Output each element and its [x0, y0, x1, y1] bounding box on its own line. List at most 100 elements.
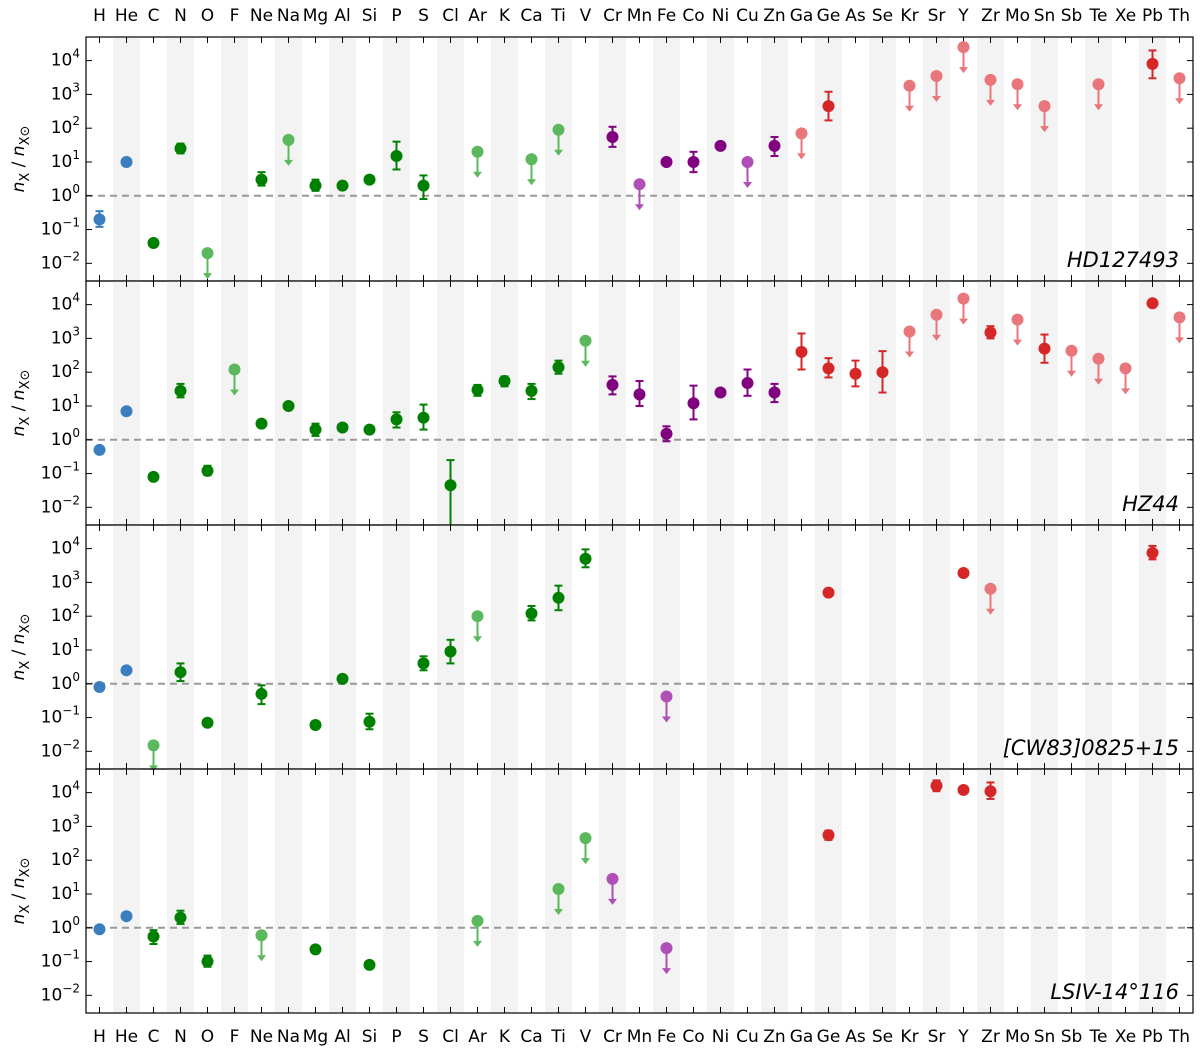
- abundance-point-v: [579, 334, 592, 347]
- abundance-point-mg: [309, 423, 322, 436]
- upper-limit-arrowhead: [554, 149, 563, 156]
- element-label-bottom: Mo: [1005, 1027, 1030, 1047]
- abundance-point-h: [93, 213, 106, 226]
- abundance-point-xe: [1119, 362, 1132, 375]
- abundance-point-y: [957, 41, 970, 54]
- abundance-point-cu: [741, 376, 754, 389]
- element-stripe: [761, 37, 788, 281]
- element-label-top: Cl: [442, 6, 459, 26]
- y-tick-label: 101: [51, 148, 80, 172]
- abundance-point-te: [1092, 352, 1105, 365]
- element-label-bottom: S: [418, 1027, 429, 1047]
- y-tick-label: 104: [51, 779, 80, 803]
- abundance-point-ti: [552, 883, 565, 896]
- abundance-point-co: [687, 155, 700, 168]
- abundance-point-fe: [660, 942, 673, 955]
- element-label-bottom: H: [93, 1027, 106, 1047]
- element-label-top: Cr: [603, 6, 622, 26]
- element-stripe: [1085, 37, 1112, 281]
- abundance-point-s: [417, 179, 430, 192]
- abundance-point-ti: [552, 361, 565, 374]
- abundance-point-ne: [255, 929, 268, 942]
- element-label-bottom: Zn: [763, 1027, 785, 1047]
- upper-limit-arrowhead: [662, 716, 671, 723]
- element-label-bottom: Y: [957, 1027, 969, 1047]
- element-stripe: [167, 525, 194, 769]
- upper-limit-arrowhead: [230, 389, 239, 396]
- element-label-top: Sr: [928, 6, 946, 26]
- element-label-top: Al: [334, 6, 350, 26]
- element-stripe: [1085, 525, 1112, 769]
- element-label-top: Na: [277, 6, 300, 26]
- element-stripe: [977, 37, 1004, 281]
- abundance-point-mn: [633, 178, 646, 191]
- abundance-point-p: [390, 413, 403, 426]
- abundance-point-c: [147, 739, 160, 752]
- element-label-bottom: Cr: [603, 1027, 622, 1047]
- upper-limit-arrowhead: [905, 351, 914, 358]
- element-stripe: [923, 525, 950, 769]
- abundance-point-zr: [984, 582, 997, 595]
- abundance-point-o: [201, 464, 214, 477]
- abundance-point-sn: [1038, 342, 1051, 355]
- abundance-point-y: [957, 783, 970, 796]
- element-label-bottom: Sb: [1061, 1027, 1083, 1047]
- abundance-point-mo: [1011, 78, 1024, 91]
- element-stripe: [545, 525, 572, 769]
- element-label-top: Mn: [627, 6, 652, 26]
- element-label-bottom: Cl: [442, 1027, 459, 1047]
- abundance-point-ne: [255, 687, 268, 700]
- y-tick-label: 104: [51, 535, 80, 559]
- y-tick-label: 10−2: [41, 249, 80, 273]
- panel-frame: [85, 768, 1194, 1014]
- element-label-bottom: Al: [334, 1027, 350, 1047]
- element-stripe: [1031, 769, 1058, 1013]
- element-stripe: [1031, 525, 1058, 769]
- element-stripe: [1085, 281, 1112, 525]
- abundance-point-th: [1173, 311, 1186, 324]
- abundance-point-ti: [552, 591, 565, 604]
- element-stripe: [167, 37, 194, 281]
- abundance-point-c: [147, 930, 160, 943]
- element-stripe: [869, 769, 896, 1013]
- element-label-bottom: Ni: [712, 1027, 729, 1047]
- panel-frame: [85, 524, 1194, 770]
- element-label-bottom: V: [580, 1027, 592, 1047]
- element-stripe: [491, 281, 518, 525]
- abundance-point-mn: [633, 388, 646, 401]
- element-label-top: Ni: [712, 6, 729, 26]
- element-label-top: P: [391, 6, 401, 26]
- element-stripe: [815, 281, 842, 525]
- abundance-point-y: [957, 566, 970, 579]
- element-label-top: H: [93, 6, 106, 26]
- upper-limit-arrowhead: [581, 360, 590, 367]
- element-stripe: [113, 281, 140, 525]
- abundance-point-h: [93, 443, 106, 456]
- upper-limit-arrowhead: [257, 955, 266, 962]
- abundance-point-ca: [525, 153, 538, 166]
- element-stripe: [1139, 769, 1166, 1013]
- upper-limit-arrowhead: [635, 204, 644, 211]
- abundance-point-mo: [1011, 313, 1024, 326]
- upper-limit-arrowhead: [554, 909, 563, 916]
- element-stripe: [707, 769, 734, 1013]
- element-label-bottom: Pb: [1142, 1027, 1163, 1047]
- element-label-bottom: Ne: [250, 1027, 273, 1047]
- abundance-point-te: [1092, 78, 1105, 91]
- y-tick-label: 100: [51, 670, 80, 694]
- abundance-point-ga: [795, 127, 808, 140]
- abundance-point-ar: [471, 383, 484, 396]
- element-stripe: [761, 769, 788, 1013]
- element-stripe: [707, 37, 734, 281]
- upper-limit-arrowhead: [1094, 104, 1103, 111]
- element-label-top: As: [845, 6, 866, 26]
- element-label-top: F: [230, 6, 240, 26]
- y-tick-label: 101: [51, 880, 80, 904]
- element-label-bottom: K: [499, 1027, 511, 1047]
- element-label-top: Ga: [790, 6, 814, 26]
- element-label-bottom: Te: [1089, 1027, 1108, 1047]
- element-stripe: [599, 525, 626, 769]
- element-label-top: Ne: [250, 6, 273, 26]
- abundance-point-ne: [255, 417, 268, 430]
- abundance-point-kr: [903, 79, 916, 92]
